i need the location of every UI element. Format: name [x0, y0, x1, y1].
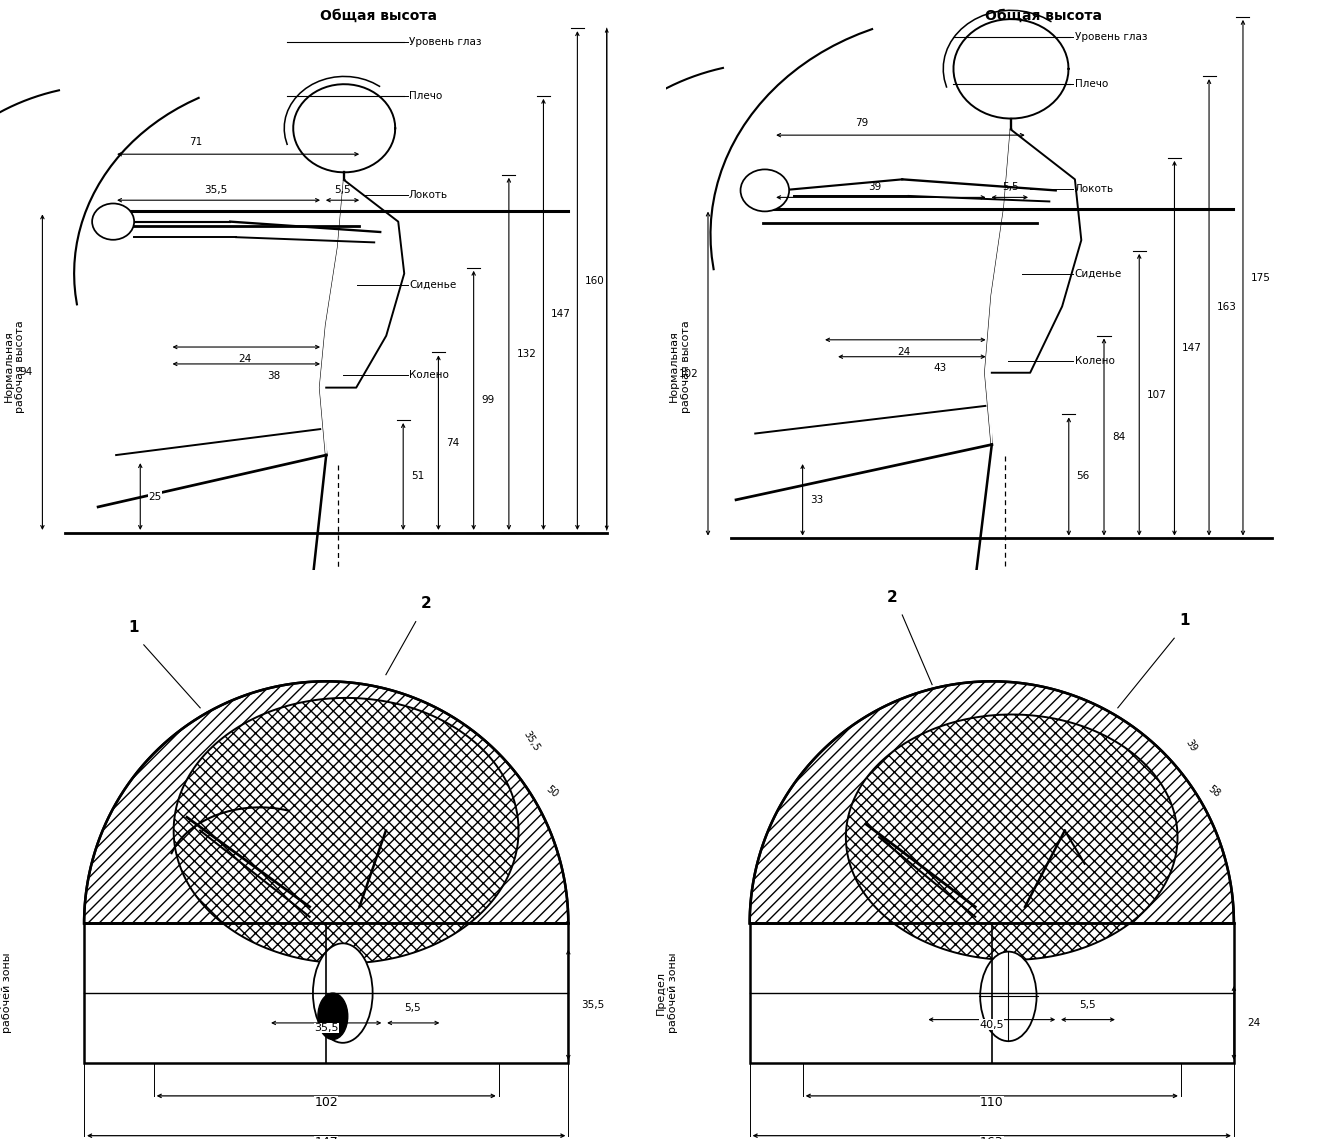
- Text: 147: 147: [551, 310, 571, 319]
- Text: 33: 33: [811, 494, 824, 505]
- Text: 132: 132: [517, 349, 536, 359]
- Polygon shape: [174, 698, 518, 964]
- Text: 71: 71: [188, 138, 203, 147]
- Ellipse shape: [981, 951, 1036, 1041]
- Text: 163: 163: [981, 1136, 1003, 1139]
- Text: 35,5: 35,5: [581, 1000, 605, 1009]
- Text: 5,5: 5,5: [405, 1003, 420, 1013]
- Text: 35,5: 35,5: [522, 729, 542, 753]
- Bar: [84, 924, 568, 1063]
- Text: Нормальная
рабочая высота: Нормальная рабочая высота: [4, 320, 25, 413]
- Bar: [750, 924, 1234, 1063]
- Text: 5,5: 5,5: [1079, 1000, 1097, 1009]
- Text: 25: 25: [148, 492, 161, 501]
- Polygon shape: [84, 681, 568, 924]
- Text: 24: 24: [1247, 1018, 1260, 1027]
- Text: 58: 58: [1206, 784, 1222, 800]
- Text: 43: 43: [933, 363, 946, 374]
- Text: Плечо: Плечо: [409, 91, 443, 101]
- Ellipse shape: [318, 993, 348, 1040]
- Text: 35,5: 35,5: [204, 185, 227, 195]
- Text: 160: 160: [585, 276, 605, 286]
- Text: 79: 79: [854, 118, 869, 129]
- Text: 163: 163: [1217, 302, 1236, 312]
- Text: 102: 102: [314, 1096, 339, 1109]
- Text: 5,5: 5,5: [335, 185, 351, 195]
- Text: Уровень глаз: Уровень глаз: [1074, 32, 1147, 42]
- Text: Колено: Колено: [409, 370, 449, 380]
- Text: Предел
рабочей зоны: Предел рабочей зоны: [0, 953, 12, 1033]
- Text: 1: 1: [129, 620, 140, 634]
- Text: 24: 24: [239, 354, 252, 363]
- Text: Колено: Колено: [1074, 355, 1115, 366]
- Text: 84: 84: [1112, 432, 1126, 442]
- Text: 147: 147: [1182, 343, 1202, 353]
- Text: Сиденье: Сиденье: [1074, 269, 1122, 279]
- Text: 147: 147: [314, 1136, 339, 1139]
- Ellipse shape: [312, 943, 373, 1043]
- Text: 1: 1: [1178, 613, 1189, 628]
- Polygon shape: [846, 714, 1177, 960]
- Text: Предел
рабочей зоны: Предел рабочей зоны: [656, 953, 677, 1033]
- Text: Сиденье: Сиденье: [409, 280, 456, 289]
- Text: 2: 2: [887, 590, 898, 605]
- Text: 175: 175: [1251, 272, 1271, 282]
- Text: 102: 102: [679, 369, 699, 378]
- Text: 56: 56: [1077, 472, 1090, 482]
- Text: Локоть: Локоть: [409, 189, 448, 199]
- Text: Уровень глаз: Уровень глаз: [409, 38, 481, 48]
- Text: Общая высота: Общая высота: [320, 8, 436, 23]
- Text: 2: 2: [420, 597, 431, 612]
- Text: Локоть: Локоть: [1074, 183, 1114, 194]
- Text: Общая высота: Общая высота: [986, 8, 1102, 23]
- Text: 40,5: 40,5: [979, 1019, 1004, 1030]
- Text: 35,5: 35,5: [314, 1023, 339, 1033]
- Circle shape: [92, 204, 134, 240]
- Text: Плечо: Плечо: [1074, 79, 1108, 89]
- Text: Нормальная
рабочая высота: Нормальная рабочая высота: [670, 320, 691, 413]
- Text: 74: 74: [447, 437, 460, 448]
- Circle shape: [741, 170, 789, 212]
- Text: 24: 24: [898, 346, 911, 357]
- Polygon shape: [750, 681, 1234, 924]
- Text: 94: 94: [20, 367, 33, 377]
- Text: 110: 110: [979, 1096, 1004, 1109]
- Text: 39: 39: [867, 182, 880, 191]
- Text: 99: 99: [481, 395, 494, 405]
- Text: 50: 50: [544, 784, 560, 800]
- Polygon shape: [986, 130, 1081, 444]
- Text: 51: 51: [411, 472, 424, 482]
- Text: 38: 38: [268, 370, 281, 380]
- Text: 5,5: 5,5: [1002, 182, 1019, 191]
- Polygon shape: [320, 180, 405, 456]
- Text: 107: 107: [1147, 390, 1166, 400]
- Text: 39: 39: [1184, 737, 1198, 753]
